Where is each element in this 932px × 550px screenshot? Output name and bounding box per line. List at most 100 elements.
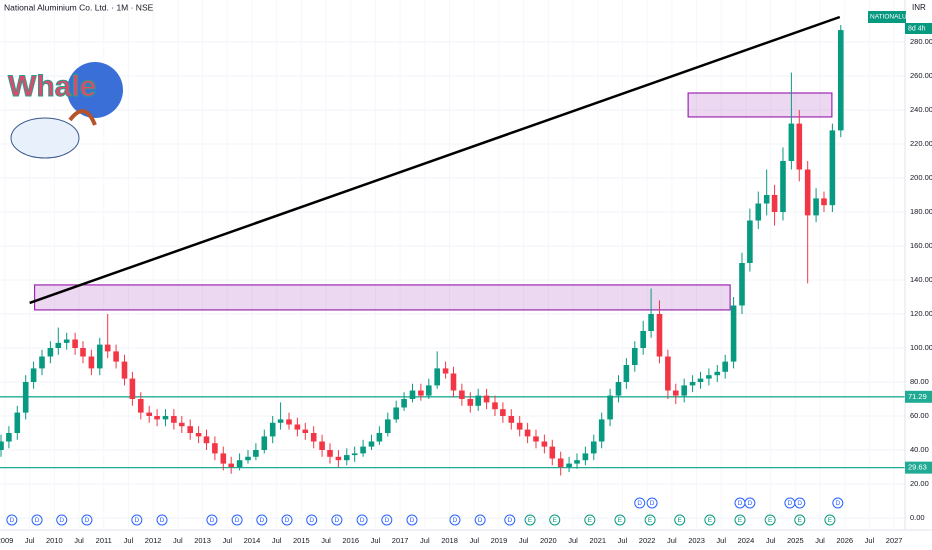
- x-tick-label: Jul: [74, 536, 84, 545]
- candle-body: [14, 412, 21, 433]
- candle-body: [442, 368, 449, 374]
- x-tick-label: 2015: [293, 536, 310, 545]
- candle-body: [351, 453, 358, 456]
- event-label: D: [309, 517, 314, 524]
- candle-body: [574, 460, 580, 464]
- currency: INR: [912, 3, 926, 12]
- y-tick-label: 80.00: [910, 377, 929, 386]
- event-label: D: [507, 517, 512, 524]
- event-label: D: [384, 517, 389, 524]
- event-label: D: [478, 517, 483, 524]
- candle-body: [829, 130, 836, 206]
- event-label: E: [528, 517, 533, 524]
- x-tick-label: 2018: [441, 536, 458, 545]
- candle-body: [212, 443, 218, 454]
- x-tick-label: Jul: [815, 536, 825, 545]
- event-label: D: [285, 517, 290, 524]
- event-marker: [524, 514, 536, 526]
- candle-body: [401, 398, 407, 408]
- event-label: D: [59, 517, 64, 524]
- event-marker: [704, 514, 716, 526]
- event-label: D: [235, 517, 240, 524]
- x-tick-label: Jul: [766, 536, 776, 545]
- event-marker: [406, 514, 418, 526]
- candle-body: [63, 339, 70, 343]
- trend-line: [29, 15, 841, 305]
- event-label: E: [553, 517, 558, 524]
- candle-body: [730, 305, 737, 362]
- event-marker: [734, 514, 746, 526]
- y-tick-label: 60.00: [910, 411, 929, 420]
- candle-body: [88, 356, 95, 369]
- candle-body: [335, 456, 342, 461]
- event-marker: [549, 514, 561, 526]
- x-tick-label: 2025: [787, 536, 804, 545]
- plot: [0, 15, 905, 476]
- candle-body: [360, 446, 366, 454]
- event-marker: [31, 514, 43, 526]
- candle-body: [96, 344, 103, 369]
- symbol-label: NATIONALUM: [870, 14, 912, 21]
- x-tick-label: 2024: [738, 536, 755, 545]
- y-tick-label: 120.00: [910, 309, 932, 318]
- x-tick-label: Jul: [272, 536, 282, 545]
- candle-body: [376, 432, 383, 442]
- event-marker: [256, 514, 268, 526]
- candle-body: [113, 351, 119, 362]
- candle-body: [47, 347, 54, 357]
- grid: [0, 41, 905, 519]
- event-label: E: [738, 517, 743, 524]
- level-tag: [905, 461, 932, 474]
- event-marker: [81, 514, 93, 526]
- candle-body: [533, 436, 539, 442]
- event-marker: [584, 514, 596, 526]
- candle-body: [755, 203, 762, 221]
- event-label: D: [85, 517, 90, 524]
- x-tick-label: 2013: [194, 536, 211, 545]
- candle-body: [796, 123, 803, 170]
- x-tick-label: 2010: [46, 536, 63, 545]
- x-tick-label: 2009: [0, 536, 13, 545]
- candle-body: [425, 385, 432, 396]
- candle-body: [706, 375, 712, 379]
- candle-body: [665, 356, 671, 391]
- candle-body: [129, 378, 136, 399]
- candle-body: [418, 390, 424, 396]
- event-marker: [504, 514, 516, 526]
- event-label: D: [748, 500, 753, 507]
- countdown-tag: [905, 23, 932, 34]
- candle-body: [813, 198, 819, 216]
- event-marker: [646, 497, 658, 509]
- candle-body: [178, 422, 185, 427]
- event-marker: [231, 514, 243, 526]
- candle-body: [104, 344, 111, 352]
- event-marker: [306, 514, 318, 526]
- event-marker: [156, 514, 168, 526]
- candle-body: [22, 381, 29, 413]
- x-tick-label: Jul: [618, 536, 628, 545]
- x-tick-label: Jul: [173, 536, 183, 545]
- event-label: D: [335, 517, 340, 524]
- candle-body: [277, 419, 284, 423]
- candle-body: [598, 419, 605, 442]
- candle-body: [837, 30, 844, 131]
- candle-body: [39, 356, 45, 369]
- x-tick-label: Jul: [568, 536, 578, 545]
- event-label: D: [160, 517, 165, 524]
- event-marker: [281, 514, 293, 526]
- logo-pipe: [68, 109, 97, 126]
- candle-body: [319, 441, 325, 450]
- candle-body: [459, 390, 465, 399]
- candle-body: [714, 371, 721, 376]
- event-marker: [634, 497, 646, 509]
- candle-body: [483, 395, 490, 403]
- candle-body: [557, 458, 564, 467]
- candle-body: [648, 313, 654, 331]
- event-label: E: [678, 517, 683, 524]
- candle-body: [821, 198, 827, 206]
- candle-body: [269, 422, 276, 437]
- logo: Whale: [8, 62, 123, 159]
- candle-body: [80, 347, 86, 357]
- candle-body: [343, 455, 350, 461]
